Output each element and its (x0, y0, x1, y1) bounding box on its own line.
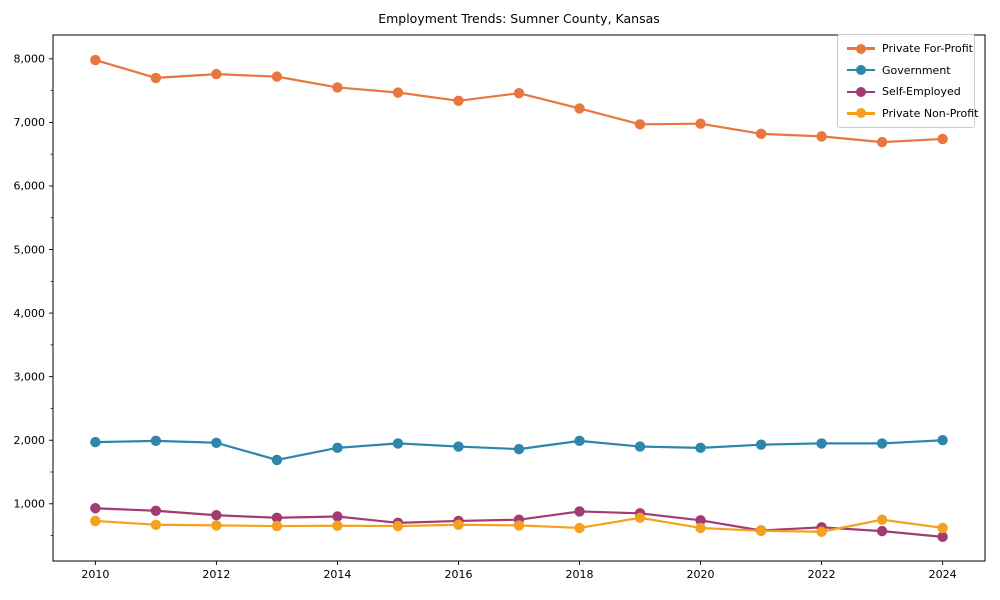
legend-item-government: Government (847, 64, 965, 77)
series-marker-self-employed (150, 505, 162, 516)
legend-line-sample-private-non-profit (847, 108, 875, 119)
legend-label-government: Government (882, 63, 951, 77)
chart-title: Employment Trends: Sumner County, Kansas (378, 11, 660, 26)
series-marker-private-non-profit (332, 520, 343, 531)
series-marker-government (574, 435, 585, 447)
series-marker-private-non-profit (150, 519, 162, 530)
series-marker-self-employed (876, 525, 888, 537)
y-axis-tick-label: 1,000 (14, 498, 46, 511)
series-marker-private-for-profit (90, 54, 101, 66)
series-marker-government (271, 454, 283, 466)
y-axis-tick-label: 6,000 (14, 180, 46, 193)
series-marker-private-for-profit (634, 119, 646, 130)
legend-marker-icon (856, 108, 866, 119)
legend-item-self-employed: Self-Employed (847, 85, 965, 98)
series-marker-self-employed (937, 531, 948, 543)
x-axis-tick-label: 2020 (687, 568, 715, 581)
series-marker-self-employed (90, 503, 101, 514)
y-axis-tick-label: 3,000 (14, 370, 46, 383)
series-marker-private-for-profit (574, 103, 585, 114)
series-marker-private-non-profit (513, 520, 525, 531)
legend-item-private-for-profit: Private For-Profit (847, 42, 973, 55)
legend-line-sample-self-employed (847, 86, 875, 97)
series-marker-private-for-profit (695, 118, 706, 129)
x-axis-tick-label: 2010 (81, 568, 109, 581)
series-marker-private-for-profit (816, 131, 827, 142)
series-marker-private-for-profit (150, 72, 162, 84)
x-axis-tick-label: 2024 (929, 568, 957, 581)
y-axis-tick-label: 2,000 (14, 434, 46, 447)
series-marker-government (513, 443, 525, 455)
y-axis-tick-label: 7,000 (14, 116, 46, 129)
series-marker-private-non-profit (211, 520, 222, 531)
y-axis-tick-label: 8,000 (14, 53, 46, 66)
legend-line-sample-government (847, 65, 875, 76)
legend-marker-icon (856, 65, 866, 76)
series-marker-private-non-profit (574, 522, 585, 534)
x-axis-tick-label: 2016 (444, 568, 472, 581)
series-marker-government (755, 439, 767, 450)
series-marker-private-for-profit (392, 87, 404, 98)
series-marker-government (695, 442, 706, 454)
series-marker-self-employed (574, 506, 585, 517)
y-axis-tick-label: 5,000 (14, 243, 46, 256)
series-marker-government (392, 438, 404, 449)
series-marker-government (332, 442, 343, 454)
x-axis-tick-label: 2022 (808, 568, 836, 581)
legend-marker-icon (856, 43, 866, 54)
series-marker-private-non-profit (271, 520, 283, 532)
legend-line-sample-private-for-profit (847, 43, 875, 54)
series-marker-private-for-profit (513, 87, 525, 99)
series-marker-government (876, 438, 888, 449)
series-marker-self-employed (271, 512, 283, 523)
legend-item-private-non-profit: Private Non-Profit (847, 107, 978, 120)
legend-label-self-employed: Self-Employed (882, 85, 961, 99)
series-marker-government (150, 435, 162, 447)
series-marker-self-employed (332, 511, 343, 522)
series-marker-government (816, 438, 827, 449)
series-marker-government (453, 441, 464, 452)
series-marker-private-non-profit (876, 514, 888, 525)
series-marker-private-non-profit (90, 515, 101, 527)
x-axis-tick-label: 2014 (323, 568, 351, 581)
series-marker-private-for-profit (755, 128, 767, 140)
legend-label-private-for-profit: Private For-Profit (882, 42, 973, 55)
series-marker-private-for-profit (453, 95, 464, 106)
series-marker-self-employed (211, 510, 222, 521)
series-marker-private-non-profit (937, 522, 948, 534)
series-marker-private-non-profit (392, 520, 404, 532)
legend-label-private-non-profit: Private Non-Profit (882, 106, 979, 120)
plot-border (52, 34, 986, 562)
series-marker-private-non-profit (453, 519, 464, 530)
series-marker-self-employed (695, 515, 706, 526)
series-marker-government (90, 436, 101, 448)
series-marker-private-non-profit (634, 512, 646, 523)
series-marker-private-for-profit (937, 133, 948, 145)
series-line-private-for-profit (95, 59, 943, 144)
y-axis-tick-label: 4,000 (14, 307, 46, 320)
series-marker-private-for-profit (332, 82, 343, 93)
series-marker-government (937, 435, 948, 446)
chart-legend: Private For-Profit Government Self-Employe… (837, 34, 978, 128)
series-marker-private-non-profit (816, 526, 827, 537)
legend-marker-icon (856, 86, 866, 97)
series-marker-private-for-profit (271, 71, 283, 82)
series-marker-private-for-profit (876, 136, 888, 148)
series-marker-government (634, 441, 646, 452)
series-marker-government (211, 437, 222, 448)
series-marker-private-non-profit (755, 525, 767, 537)
series-marker-private-for-profit (211, 68, 222, 80)
series-marker-private-non-profit (695, 522, 706, 534)
x-axis-tick-label: 2018 (566, 568, 594, 581)
x-axis-tick-label: 2012 (202, 568, 230, 581)
